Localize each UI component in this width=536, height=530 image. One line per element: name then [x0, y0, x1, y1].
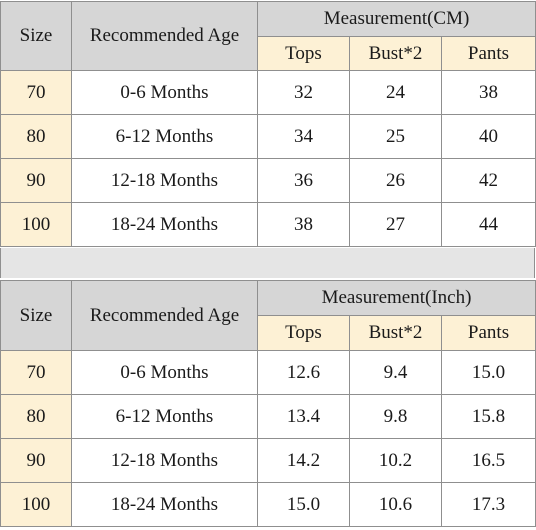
tops-cell: 13.4 — [257, 394, 350, 439]
age-header: Recommended Age — [71, 280, 258, 351]
pants-cell: 15.8 — [440, 394, 536, 439]
bust-cell: 25 — [349, 114, 442, 159]
pants-cell: 42 — [440, 158, 536, 203]
bust-cell: 27 — [349, 202, 442, 247]
size-cell: 80 — [0, 114, 72, 159]
age-cell: 12-18 Months — [71, 158, 258, 203]
bust-cell: 10.2 — [349, 438, 442, 483]
tops-cell: 34 — [257, 114, 350, 159]
bust-cell: 9.8 — [349, 394, 442, 439]
table-row: 90 12-18 Months 36 26 42 — [0, 158, 536, 203]
pants-header: Pants — [440, 315, 536, 351]
size-header: Size — [0, 1, 72, 71]
size-cell: 70 — [0, 70, 72, 115]
tops-cell: 15.0 — [257, 482, 350, 527]
bust-cell: 10.6 — [349, 482, 442, 527]
tops-header: Tops — [257, 315, 350, 351]
tops-cell: 12.6 — [257, 350, 350, 395]
tops-cell: 36 — [257, 158, 350, 203]
tops-header: Tops — [257, 36, 350, 71]
age-cell: 12-18 Months — [71, 438, 258, 483]
table-row: 100 18-24 Months 38 27 44 — [0, 202, 536, 247]
pants-cell: 16.5 — [440, 438, 536, 483]
table-row: 90 12-18 Months 14.2 10.2 16.5 — [0, 438, 536, 483]
age-cell: 18-24 Months — [71, 482, 258, 527]
tops-cell: 38 — [257, 202, 350, 247]
size-table-cm: Size Recommended Age Measurement(CM) Top… — [0, 1, 536, 247]
pants-cell: 44 — [440, 202, 536, 247]
age-cell: 18-24 Months — [71, 202, 258, 247]
subheader-row: Tops Bust*2 Pants — [1, 36, 536, 71]
size-header: Size — [0, 280, 72, 351]
pants-cell: 40 — [440, 114, 536, 159]
subheader-row: Tops Bust*2 Pants — [1, 315, 536, 351]
measurement-header: Measurement(Inch) — [256, 280, 536, 316]
table-row: 70 0-6 Months 12.6 9.4 15.0 — [0, 350, 536, 395]
header-row: Size Recommended Age Measurement(CM) — [0, 1, 536, 71]
header-row: Size Recommended Age Measurement(Inch) — [0, 280, 536, 351]
pants-cell: 38 — [440, 70, 536, 115]
size-table-inch: Size Recommended Age Measurement(Inch) T… — [0, 280, 536, 527]
age-header: Recommended Age — [71, 1, 258, 71]
measurement-header: Measurement(CM) — [256, 1, 536, 37]
table-row: 80 6-12 Months 34 25 40 — [0, 114, 536, 159]
pants-cell: 17.3 — [440, 482, 536, 527]
pants-header: Pants — [440, 36, 536, 71]
bust-cell: 24 — [349, 70, 442, 115]
age-cell: 6-12 Months — [71, 114, 258, 159]
size-cell: 80 — [0, 394, 72, 439]
table-row: 80 6-12 Months 13.4 9.8 15.8 — [0, 394, 536, 439]
size-cell: 100 — [0, 202, 72, 247]
bust-header: Bust*2 — [349, 315, 442, 351]
size-cell: 90 — [0, 438, 72, 483]
tops-cell: 32 — [257, 70, 350, 115]
age-cell: 6-12 Months — [71, 394, 258, 439]
bust-cell: 9.4 — [349, 350, 442, 395]
size-cell: 70 — [0, 350, 72, 395]
table-row: 100 18-24 Months 15.0 10.6 17.3 — [0, 482, 536, 527]
pants-cell: 15.0 — [440, 350, 536, 395]
age-cell: 0-6 Months — [71, 70, 258, 115]
age-cell: 0-6 Months — [71, 350, 258, 395]
table-row: 70 0-6 Months 32 24 38 — [0, 70, 536, 115]
bust-header: Bust*2 — [349, 36, 442, 71]
size-cell: 90 — [0, 158, 72, 203]
table-separator — [0, 248, 535, 278]
tops-cell: 14.2 — [257, 438, 350, 483]
size-cell: 100 — [0, 482, 72, 527]
bust-cell: 26 — [349, 158, 442, 203]
